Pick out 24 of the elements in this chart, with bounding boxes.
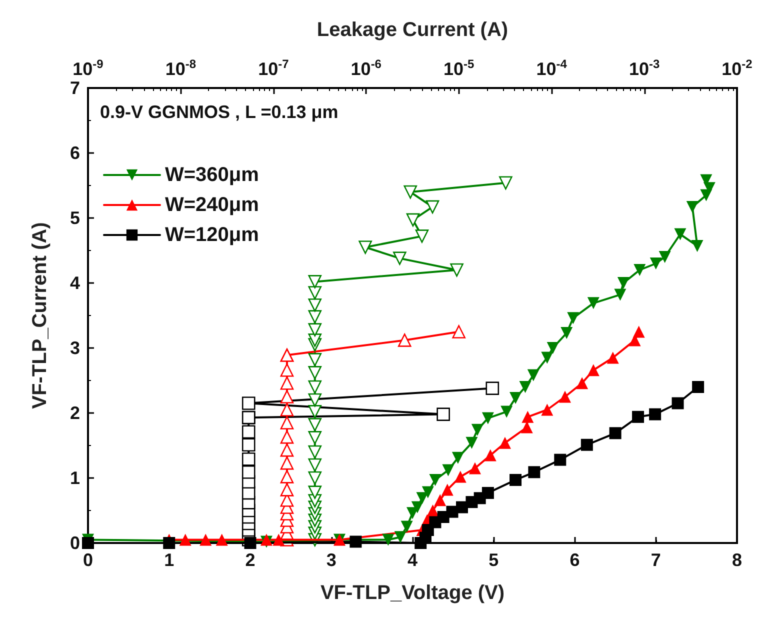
x-tick-label: 7 [650,550,661,570]
y-tick-label: 4 [70,273,80,293]
y-tick-label: 3 [70,338,80,358]
y-tick-label: 6 [70,143,80,163]
x-tick-label: 4 [407,550,418,570]
x-tick-label: 1 [164,550,174,570]
y-tick-label: 1 [70,468,80,488]
x-tick-label: 3 [326,550,336,570]
x-tick-label: 2 [245,550,256,570]
y-tick-label: 5 [70,208,80,228]
x-tick-label: 5 [488,550,499,570]
y-tick-label: 7 [70,78,80,98]
legend-label: W=120μm [165,224,259,246]
y-axis-title: VF-TLP_Current (A) [29,222,51,409]
y-tick-label: 0 [70,533,80,553]
annotation: 0.9-V GGNMOS , L =0.13 μm [100,102,338,122]
x-tick-label: 8 [732,550,742,570]
x2-axis-title: Leakage Current (A) [316,19,508,41]
x-tick-label: 6 [570,550,580,570]
x-axis-title: VF-TLP_Voltage (V) [320,582,505,604]
legend-label: W=360μm [165,164,259,186]
legend-label: W=240μm [165,194,259,216]
y-tick-label: 2 [70,403,80,423]
x-tick-label: 0 [82,550,94,570]
